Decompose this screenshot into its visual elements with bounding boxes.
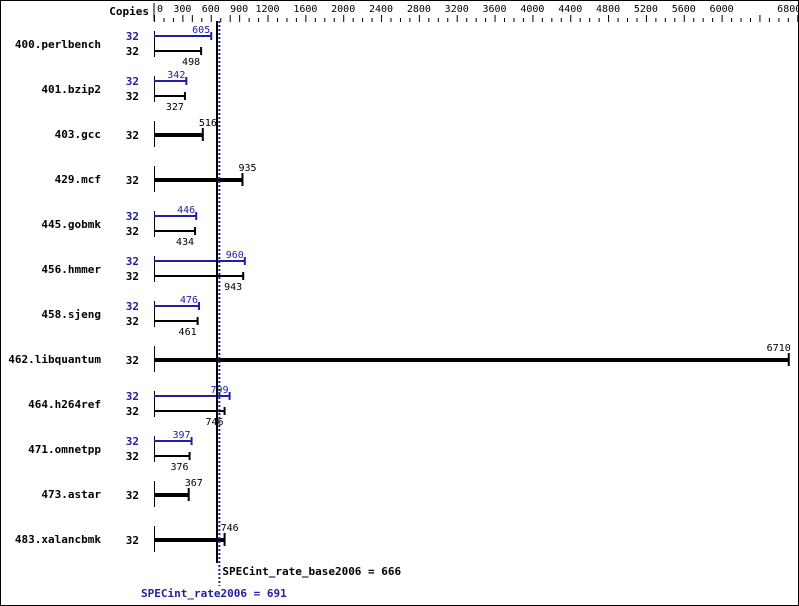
benchmark-label: 429.mcf bbox=[55, 173, 101, 186]
base-value: 461 bbox=[179, 327, 197, 338]
benchmark-label: 456.hmmer bbox=[41, 263, 101, 276]
peak-copies: 32 bbox=[126, 435, 139, 448]
axis-tick-label: 2800 bbox=[407, 4, 431, 15]
base-copies: 32 bbox=[126, 534, 139, 547]
copies-header: Copies bbox=[109, 5, 149, 18]
axis-tick-label: 600 bbox=[202, 4, 220, 15]
axis-tick-label: 3200 bbox=[445, 4, 469, 15]
base-copies: 32 bbox=[126, 174, 139, 187]
base-value: 376 bbox=[171, 462, 189, 473]
base-copies: 32 bbox=[126, 450, 139, 463]
base-value: 935 bbox=[238, 163, 256, 174]
axis-tick-label: 300 bbox=[173, 4, 191, 15]
axis-tick-label: 5200 bbox=[634, 4, 658, 15]
axis-tick-label: 6800 bbox=[777, 4, 798, 15]
base-metric-label: SPECint_rate_base2006 = 666 bbox=[222, 565, 401, 578]
benchmark-label: 458.sjeng bbox=[41, 308, 101, 321]
base-copies: 32 bbox=[126, 225, 139, 238]
peak-value: 476 bbox=[180, 295, 198, 306]
benchmark-label: 400.perlbench bbox=[15, 38, 101, 51]
base-copies: 32 bbox=[126, 45, 139, 58]
benchmark-label: 473.astar bbox=[41, 488, 101, 501]
base-value: 6710 bbox=[767, 343, 791, 354]
axis-tick-label: 2000 bbox=[331, 4, 355, 15]
peak-copies: 32 bbox=[126, 30, 139, 43]
benchmark-label: 445.gobmk bbox=[41, 218, 101, 231]
base-copies: 32 bbox=[126, 90, 139, 103]
axis-tick-label: 5600 bbox=[672, 4, 696, 15]
peak-value: 960 bbox=[226, 250, 244, 261]
axis-tick-label: 2400 bbox=[369, 4, 393, 15]
benchmark-label: 462.libquantum bbox=[8, 353, 101, 366]
base-value: 367 bbox=[185, 478, 203, 489]
base-copies: 32 bbox=[126, 489, 139, 502]
axis-tick-label: 4400 bbox=[558, 4, 582, 15]
peak-copies: 32 bbox=[126, 75, 139, 88]
peak-copies: 32 bbox=[126, 255, 139, 268]
base-value: 516 bbox=[199, 118, 217, 129]
base-value: 434 bbox=[176, 237, 194, 248]
base-value: 943 bbox=[224, 282, 242, 293]
benchmark-label: 483.xalancbmk bbox=[15, 533, 101, 546]
axis-tick-label: 4000 bbox=[520, 4, 544, 15]
peak-copies: 32 bbox=[126, 300, 139, 313]
benchmark-label: 471.omnetpp bbox=[28, 443, 101, 456]
base-copies: 32 bbox=[126, 129, 139, 142]
peak-value: 342 bbox=[167, 70, 185, 81]
base-value: 498 bbox=[182, 57, 200, 68]
axis-tick-label: 4800 bbox=[596, 4, 620, 15]
peak-copies: 32 bbox=[126, 210, 139, 223]
peak-value: 605 bbox=[192, 25, 210, 36]
base-copies: 32 bbox=[126, 315, 139, 328]
base-copies: 32 bbox=[126, 270, 139, 283]
axis-tick-label: 6000 bbox=[710, 4, 734, 15]
benchmark-label: 401.bzip2 bbox=[41, 83, 101, 96]
axis-tick-label: 1600 bbox=[293, 4, 317, 15]
axis-tick-label: 0 bbox=[157, 4, 163, 15]
base-value: 327 bbox=[166, 102, 184, 113]
peak-value: 446 bbox=[177, 205, 195, 216]
base-value: 746 bbox=[221, 523, 239, 534]
base-copies: 32 bbox=[126, 405, 139, 418]
axis-tick-label: 900 bbox=[230, 4, 248, 15]
axis-tick-label: 3600 bbox=[483, 4, 507, 15]
peak-metric-label: SPECint_rate2006 = 691 bbox=[141, 587, 287, 600]
benchmark-label: 464.h264ref bbox=[28, 398, 101, 411]
benchmark-label: 403.gcc bbox=[55, 128, 101, 141]
axis-tick-label: 1200 bbox=[255, 4, 279, 15]
peak-copies: 32 bbox=[126, 390, 139, 403]
peak-value: 397 bbox=[172, 430, 190, 441]
base-copies: 32 bbox=[126, 354, 139, 367]
base-value: 746 bbox=[206, 417, 224, 428]
